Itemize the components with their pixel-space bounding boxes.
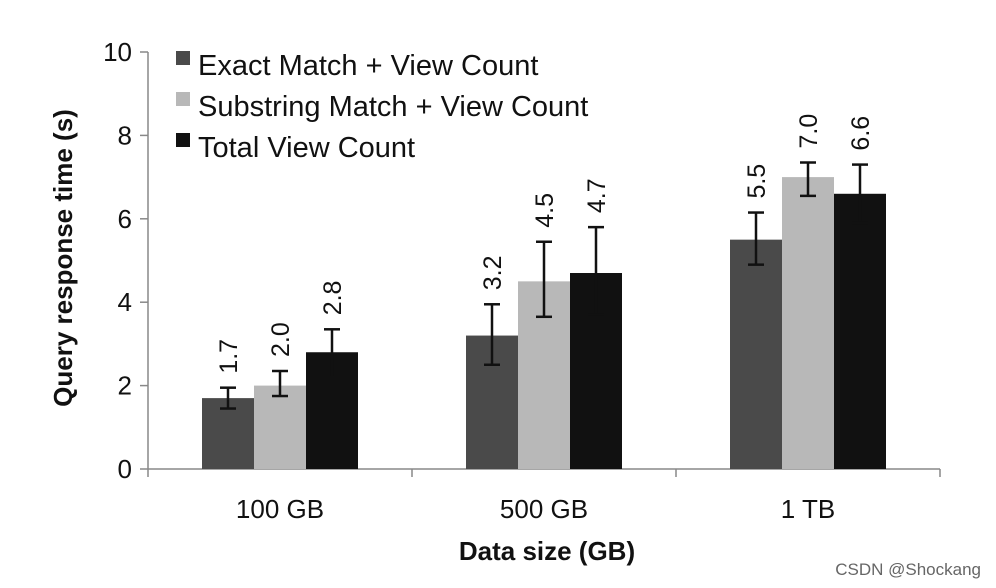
legend-label: Substring Match + View Count (198, 91, 588, 123)
bar-series-group: 1.7 3.2 5.5 2.0 4.5 7.0 2.8 4.7 6.6 (202, 114, 886, 469)
x-tick-label: 500 GB (500, 494, 588, 524)
bar (834, 193, 886, 469)
y-tick-label: 10 (103, 37, 132, 67)
bar (202, 398, 254, 469)
legend-item: Substring Match + View Count (176, 91, 588, 123)
legend-item: Exact Match + View Count (176, 50, 538, 82)
data-label: 3.2 (479, 256, 507, 291)
legend-label: Total View Count (198, 132, 415, 164)
legend-label: Exact Match + View Count (198, 50, 538, 82)
bar (782, 177, 834, 469)
watermark-text: CSDN @Shockang (835, 560, 981, 579)
bar-series: 2.8 4.7 6.6 (306, 116, 886, 469)
bar (254, 385, 306, 469)
bar (730, 239, 782, 469)
data-label: 1.7 (215, 339, 243, 374)
legend-item: Total View Count (176, 132, 415, 164)
chart-axes: 0 2 4 6 8 10 100 GB 500 GB 1 TB (103, 37, 941, 524)
data-label: 5.5 (743, 164, 771, 199)
x-tick-label: 1 TB (781, 494, 835, 524)
legend-swatch (176, 51, 190, 65)
data-label: 2.0 (267, 322, 295, 357)
y-tick-label: 2 (118, 371, 132, 401)
y-axis-title: Query response time (s) (48, 109, 78, 407)
data-label: 7.0 (795, 114, 823, 149)
y-tick-label: 0 (118, 454, 132, 484)
y-tick-label: 8 (118, 120, 132, 150)
x-tick-label: 100 GB (236, 494, 324, 524)
legend-swatch (176, 133, 190, 147)
x-axis-title: Data size (GB) (459, 536, 635, 566)
y-tick-label: 6 (118, 204, 132, 234)
bar-series: 2.0 4.5 7.0 (254, 114, 834, 469)
legend-swatch (176, 92, 190, 106)
data-label: 2.8 (319, 281, 347, 316)
data-label: 4.5 (531, 193, 559, 228)
legend: Exact Match + View Count Substring Match … (176, 50, 588, 164)
data-label: 4.7 (583, 178, 611, 213)
y-tick-label: 4 (118, 287, 132, 317)
bar-series: 1.7 3.2 5.5 (202, 164, 782, 469)
data-label: 6.6 (847, 116, 875, 151)
